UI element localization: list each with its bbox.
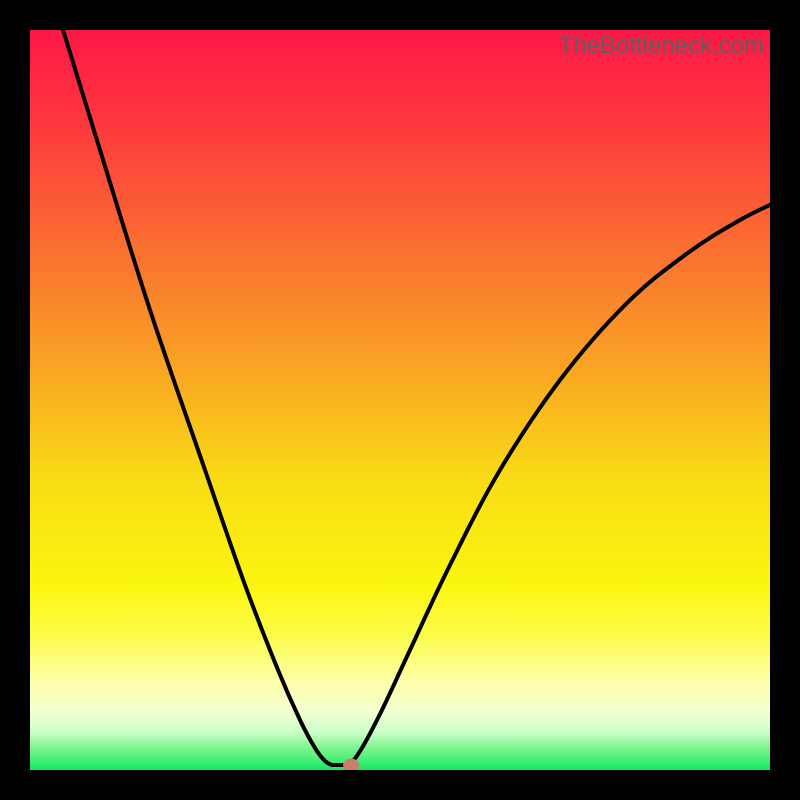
optimal-point-marker bbox=[343, 759, 359, 771]
chart-plot-area: TheBottleneck.com bbox=[30, 30, 770, 770]
chart-outer-frame: TheBottleneck.com bbox=[0, 0, 800, 800]
curve-path bbox=[60, 30, 770, 765]
bottleneck-curve bbox=[30, 30, 770, 770]
watermark-text: TheBottleneck.com bbox=[559, 32, 764, 60]
